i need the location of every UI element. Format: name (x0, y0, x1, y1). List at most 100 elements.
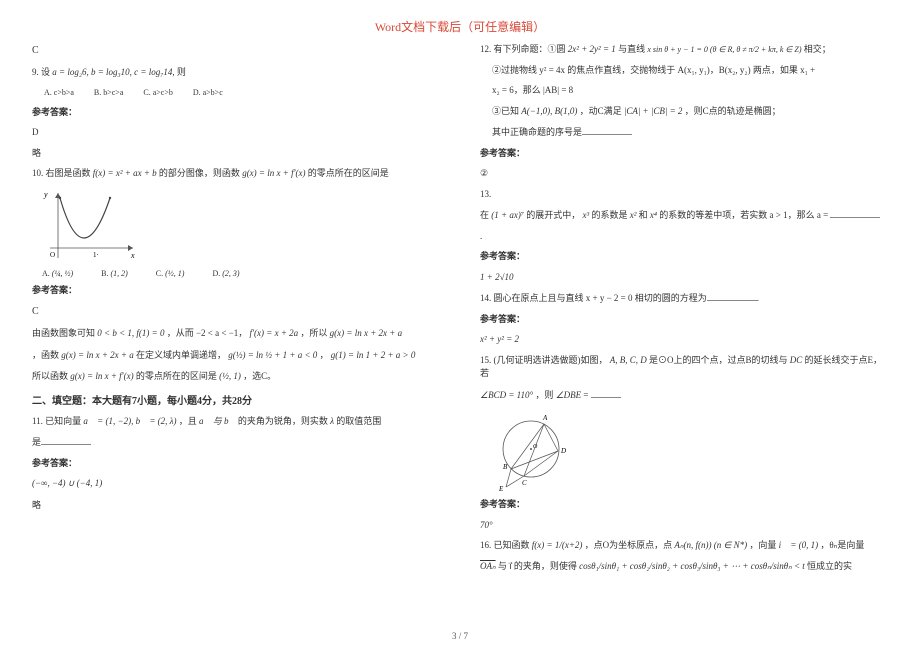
t: A(−1,0), B(1,0) (521, 106, 577, 116)
t: cosθ₁/sinθ₁ + cosθ₂/sinθ₂ + cosθ₃/sinθ₃ … (579, 561, 805, 571)
t: ∠BCD = 110° (480, 390, 533, 400)
t: 恒成立的实 (807, 561, 852, 571)
t: 与 i⃗ 的夹角，则使得 (498, 561, 577, 571)
t: 的取值范围 (336, 416, 381, 426)
t: (1 + ax)⁷ (491, 210, 524, 220)
answer-label-10: 参考答案： (32, 284, 440, 298)
q9-suffix: 则 (177, 67, 186, 77)
t: ，动C满足 (580, 106, 622, 116)
q10-opt-c: C. (½, 1) (156, 269, 185, 278)
t: ∠DBE (556, 390, 582, 400)
t: 由函数图象可知 (32, 328, 95, 338)
t: f′(x) = x + 2a (250, 328, 299, 338)
answer-12: ② (480, 167, 888, 181)
expl-10-line1: 由函数图象可知 0 < b < 1, f(1) = 0 ，从而 −2 < a <… (32, 327, 440, 341)
q10-suffix: 的零点所在的区间是 (308, 168, 389, 178)
q9-opt-d: D. a>b>c (193, 87, 223, 99)
t: ，θₙ是向量 (820, 540, 864, 550)
t: ，点O为坐标原点，点 (585, 540, 673, 550)
svg-text:B: B (503, 463, 508, 471)
t: x sin θ + y − 1 = 0 (θ ∈ R, θ ≠ π/2 + kπ… (647, 45, 801, 54)
t: ，从而 −2 < a < −1， (167, 328, 248, 338)
t: ，则C点的轨迹是椭圆； (685, 106, 781, 116)
t: 所以函数 (32, 371, 68, 381)
q10-prefix: 10. 右图是函数 (32, 168, 91, 178)
t: f(x) = 1/(x+2) (532, 540, 583, 550)
right-column: 12. 有下列命题：①圆 2x² + 2y² = 1 与直线 x sin θ +… (480, 43, 888, 580)
blank (707, 291, 757, 301)
t: 与直线 (618, 44, 645, 54)
t: ，选C。 (243, 371, 276, 381)
answer-label-9: 参考答案： (32, 106, 440, 120)
q10-opt-a: A. (¼, ½) (42, 269, 73, 278)
question-14: 14. 圆心在原点上且与直线 x + y − 2 = 0 相切的圆的方程为. (480, 291, 888, 306)
q10-mid: 的部分图像，则函数 (159, 168, 240, 178)
q10-options: A. (¼, ½) B. (1, 2) C. (½, 1) D. (2, 3) (42, 269, 440, 278)
answer-10: C (32, 304, 440, 319)
blank (582, 125, 632, 135)
section-2-title: 二、填空题：本大题有7小题，每小题4分，共28分 (32, 392, 440, 407)
t: 的系数的等差中项，若实数 a > 1，那么 a = (659, 210, 828, 220)
t: 14. 圆心在原点上且与直线 x + y − 2 = 0 相切的圆的方程为 (480, 293, 707, 303)
t: ，则 (535, 390, 553, 400)
question-11: 11. 已知向量 a⃗ = (1, −2), b⃗ = (2, λ) ，且 a⃗… (32, 415, 440, 429)
t: g(½) = ln ½ + 1 + a < 0 (228, 350, 317, 360)
t: 是⊙O上的四个点，过点B的切线与 (649, 355, 788, 365)
q16-line2: OAₙ 与 i⃗ 的夹角，则使得 cosθ₁/sinθ₁ + cosθ₂/sin… (480, 560, 888, 574)
t: g(x) = ln x + 2x + a (61, 350, 133, 360)
q9-prefix: 9. 设 (32, 67, 50, 77)
t: a⃗ = (1, −2), b⃗ = (2, λ) (83, 416, 176, 426)
t: A, B, C, D (610, 355, 647, 365)
t: 和 (639, 210, 648, 220)
svg-text:D: D (560, 447, 566, 455)
svg-text:y: y (43, 190, 48, 199)
t: 12. 有下列命题：①圆 (480, 44, 566, 54)
t: 16. 已知函数 (480, 540, 530, 550)
answer-9: D (32, 126, 440, 140)
answer-14: x² + y² = 2 (480, 333, 888, 347)
t: 15. (几何证明选讲选做题)如图， (480, 355, 608, 365)
q10-g: g(x) = ln x + f′(x) (242, 168, 305, 178)
q12-l4: ③已知 A(−1,0), B(1,0) ，动C满足 |CA| + |CB| = … (480, 105, 888, 119)
t: 在 (480, 210, 489, 220)
t: λ (330, 416, 334, 426)
t: Aₙ(n, f(n)) (n ∈ N*) (674, 540, 747, 550)
answer-9-note: 略 (32, 147, 440, 161)
t: a⃗ 与 b⃗ (199, 416, 236, 426)
t: ， (320, 350, 329, 360)
q13-num: 13. (480, 188, 888, 202)
page-footer: 3 / 7 (0, 631, 920, 641)
q9-opt-a: A. c>b>a (44, 87, 74, 99)
t: OAₙ (480, 561, 496, 571)
q10-f: f(x) = x² + ax + b (93, 168, 157, 178)
t: ，函数 (32, 350, 59, 360)
q9-opt-c: C. a>c>b (143, 87, 172, 99)
t: ，向量 (749, 540, 776, 550)
answer-11: (−∞, −4) ∪ (−4, 1) (32, 477, 440, 491)
q9-opt-b: B. b>c>a (94, 87, 123, 99)
q13-l2: . (480, 230, 888, 244)
question-15: 15. (几何证明选讲选做题)如图， A, B, C, D 是⊙O上的四个点，过… (480, 354, 888, 381)
svg-text:x: x (130, 251, 135, 260)
t: 0 < b < 1, f(1) = 0 (97, 328, 164, 338)
t: i⃗ = (0, 1) (779, 540, 819, 550)
circle-diagram: A D C E B O (486, 409, 586, 494)
q10-opt-b: B. (1, 2) (101, 269, 128, 278)
t: 在定义域内单调递增， (136, 350, 226, 360)
t: 11. 已知向量 (32, 416, 81, 426)
answer-label-15: 参考答案： (480, 498, 888, 512)
t: g(x) = ln x + f′(x) (70, 371, 133, 381)
t: g(x) = ln x + 2x + a (330, 328, 402, 338)
q12-l2: ②过抛物线 y² = 4x 的焦点作直线，交抛物线于 A(x₁, y₁)，B(x… (480, 64, 888, 78)
t: = (583, 390, 588, 400)
blank (591, 388, 621, 398)
blank (41, 435, 91, 445)
t: 相交； (804, 44, 831, 54)
t: x⁴ (650, 210, 657, 220)
question-10: 10. 右图是函数 f(x) = x² + ax + b 的部分图像，则函数 g… (32, 167, 440, 181)
t: DC (790, 355, 803, 365)
t: 的夹角为锐角，则实数 (238, 416, 328, 426)
t: 的展开式中， (526, 210, 580, 220)
question-9: 9. 设 a = log₂6, b = log₃10, c = log₇14, … (32, 66, 440, 80)
svg-text:O: O (50, 251, 55, 259)
